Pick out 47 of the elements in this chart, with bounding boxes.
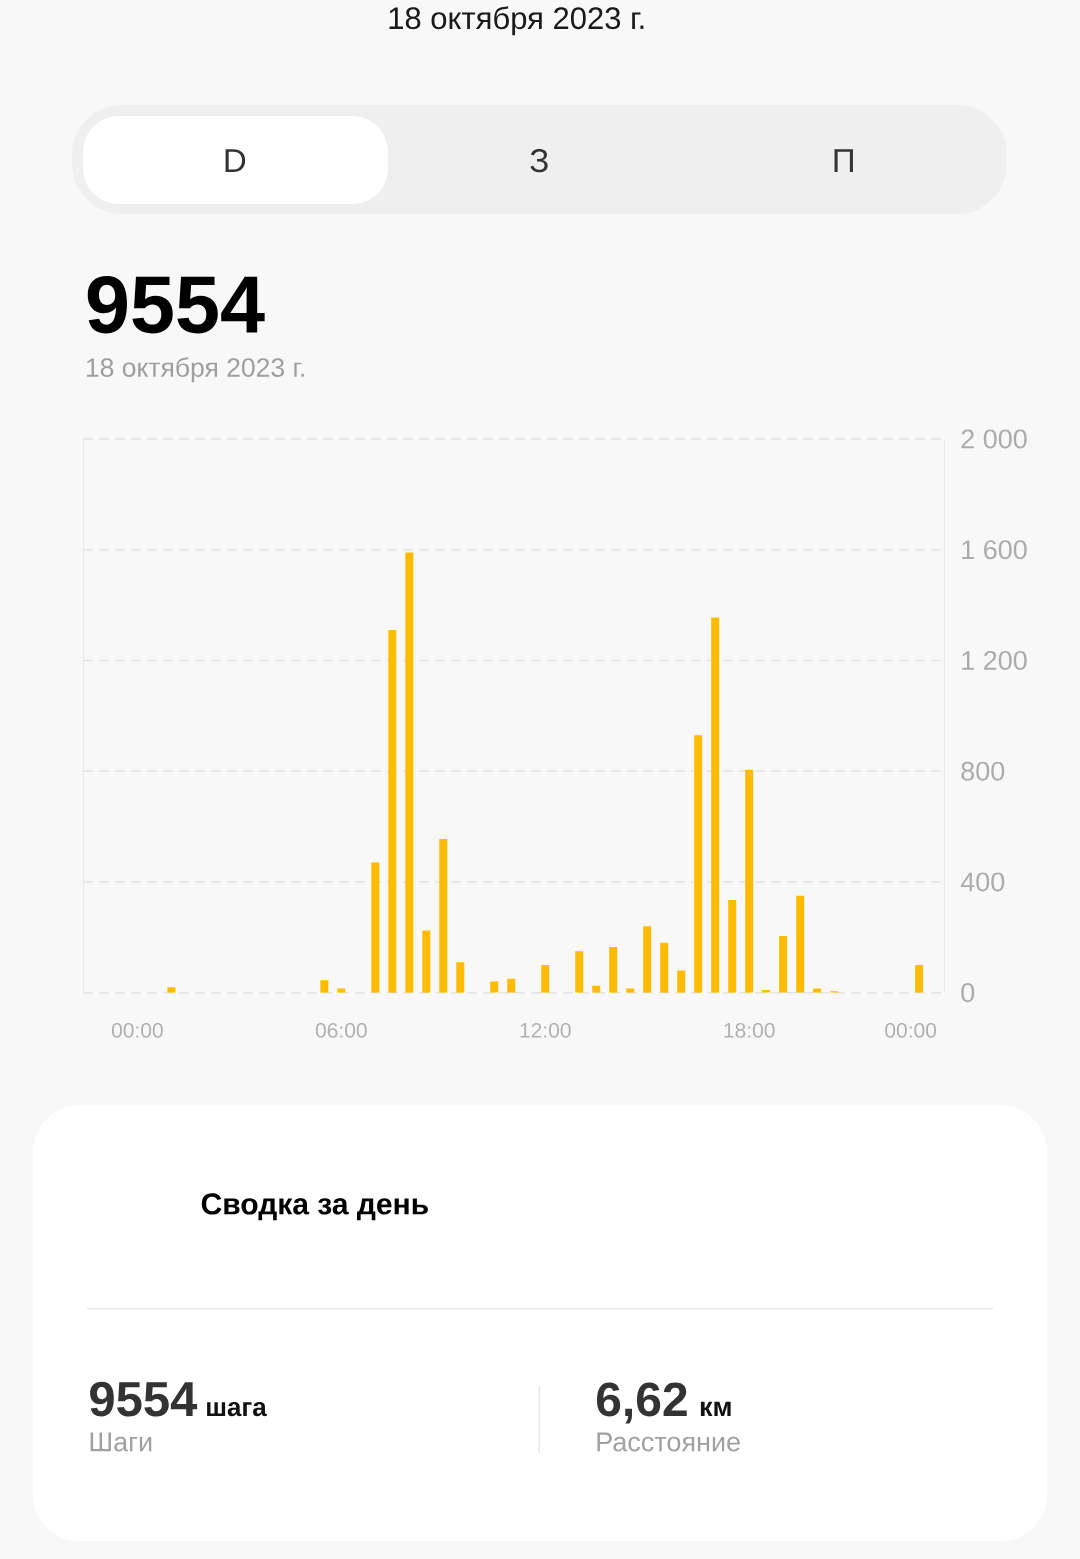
bar <box>490 981 499 993</box>
bar <box>694 735 703 993</box>
text: Сводка за день <box>201 1193 428 1221</box>
y-tick-label: 1 600 <box>962 540 1027 560</box>
bar <box>422 930 431 993</box>
text: км <box>700 1401 731 1416</box>
bar <box>320 980 329 993</box>
text: шага <box>207 1402 267 1417</box>
bar <box>660 942 669 993</box>
bar <box>575 951 584 993</box>
text: D <box>225 149 246 172</box>
bar <box>779 935 788 993</box>
bar <box>388 630 397 993</box>
bar <box>745 769 754 993</box>
bar <box>728 899 737 993</box>
text: 6,62 <box>596 1382 687 1424</box>
bar <box>371 862 380 993</box>
text: Расстояние <box>597 1432 740 1452</box>
chart-subtitle: 18 октября 2023 г. <box>86 357 304 383</box>
bar <box>677 970 686 993</box>
text: 18 октября 2023 г. <box>389 6 644 36</box>
x-tick-label: 00:00 <box>111 1022 163 1038</box>
text: П <box>834 149 853 172</box>
bar <box>643 926 652 993</box>
bar <box>439 839 448 993</box>
x-tick-label: 06:00 <box>315 1022 367 1038</box>
y-tick-label: 2 000 <box>961 429 1027 449</box>
bar <box>796 895 805 993</box>
y-tick-label: 800 <box>961 761 1005 781</box>
bar <box>507 978 516 993</box>
bar <box>609 947 618 993</box>
x-tick-label: 18:00 <box>724 1022 775 1038</box>
x-tick-label: 12:00 <box>520 1022 571 1038</box>
bar <box>541 965 550 993</box>
y-tick-label: 1 200 <box>962 650 1027 671</box>
text: 9554 <box>90 1381 198 1417</box>
bar <box>915 965 924 993</box>
chart-title: 9554 <box>87 276 265 334</box>
text: З <box>530 148 548 173</box>
x-tick-label: 00:00 <box>885 1022 937 1038</box>
y-tick-label: 0 <box>961 983 975 1003</box>
bar <box>711 617 720 993</box>
bar <box>456 962 465 993</box>
bar <box>167 987 176 993</box>
y-tick-label: 400 <box>960 872 1005 892</box>
text: Шаги <box>90 1432 152 1452</box>
bar <box>405 552 414 993</box>
